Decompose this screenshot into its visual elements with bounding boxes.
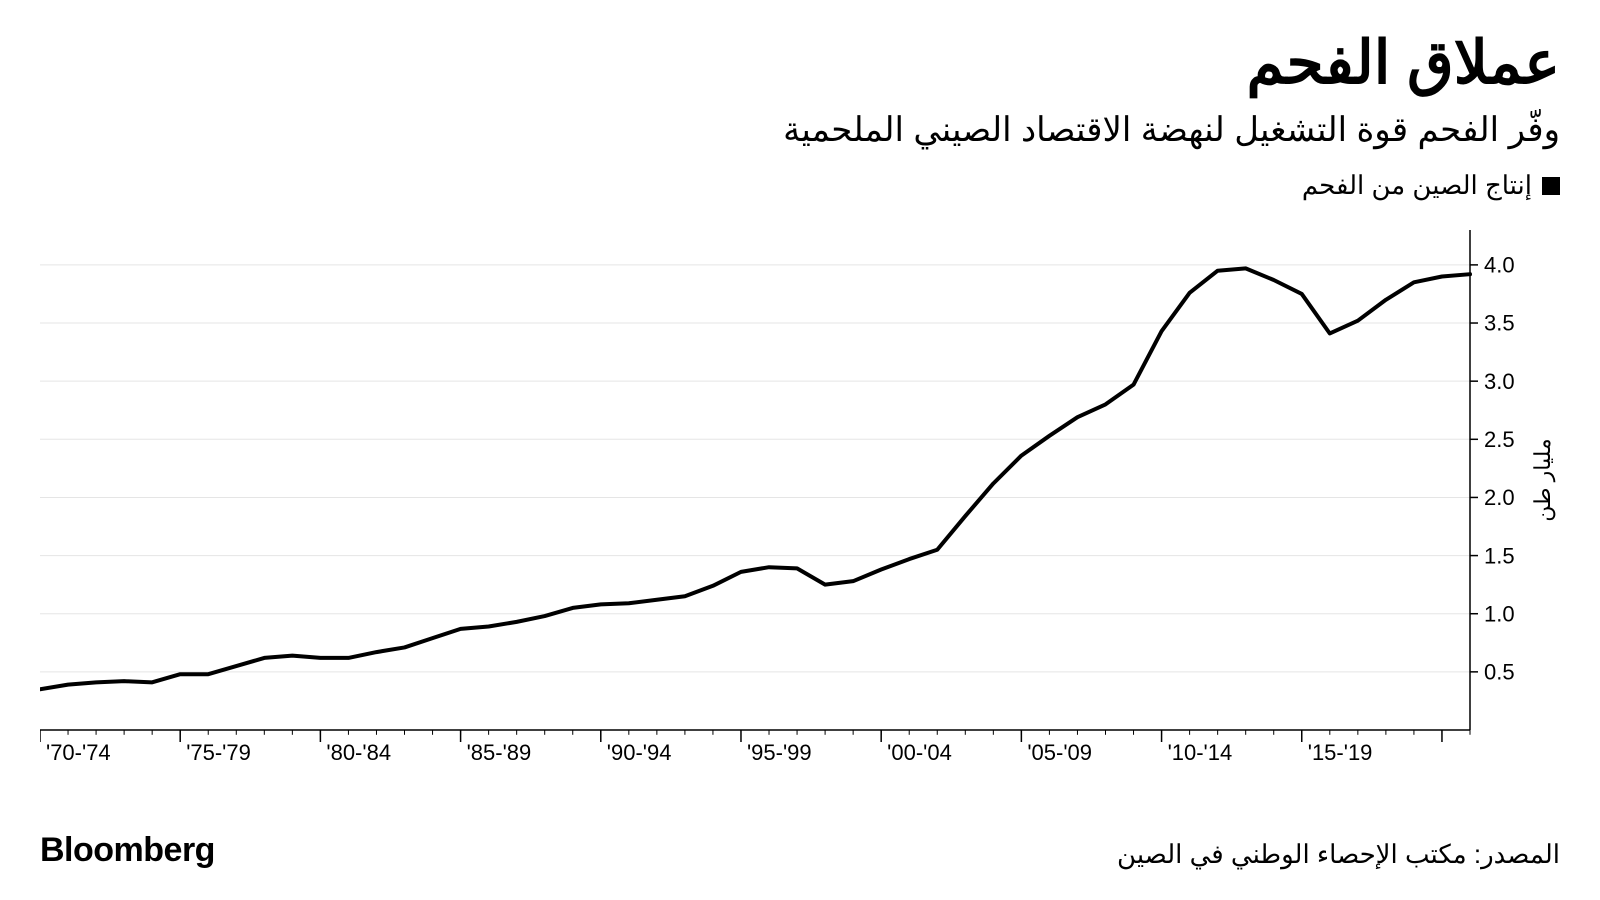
svg-text:2.5: 2.5 <box>1484 427 1515 452</box>
svg-text:'70-'74: '70-'74 <box>46 740 111 765</box>
footer-brand: Bloomberg <box>40 831 215 870</box>
chart-title: عملاق الفحم <box>1247 30 1560 96</box>
svg-text:'15-'19: '15-'19 <box>1308 740 1373 765</box>
legend-label: إنتاج الصين من الفحم <box>1302 170 1532 201</box>
footer-source: المصدر: مكتب الإحصاء الوطني في الصين <box>1117 839 1560 870</box>
svg-text:'85-'89: '85-'89 <box>467 740 532 765</box>
svg-text:'00-'04: '00-'04 <box>887 740 952 765</box>
chart-subtitle: وفّر الفحم قوة التشغيل لنهضة الاقتصاد ال… <box>783 110 1560 150</box>
chart-container: عملاق الفحم وفّر الفحم قوة التشغيل لنهضة… <box>0 0 1600 900</box>
svg-text:2.0: 2.0 <box>1484 485 1515 510</box>
svg-text:'10-'14: '10-'14 <box>1168 740 1233 765</box>
svg-text:1.0: 1.0 <box>1484 601 1515 626</box>
chart-legend: إنتاج الصين من الفحم <box>1302 170 1560 201</box>
svg-text:'80-'84: '80-'84 <box>326 740 391 765</box>
svg-text:0.5: 0.5 <box>1484 660 1515 685</box>
svg-text:'90-'94: '90-'94 <box>607 740 672 765</box>
svg-text:مليار طن: مليار طن <box>1530 438 1556 521</box>
svg-text:3.5: 3.5 <box>1484 311 1515 336</box>
chart-svg: 0.5 1.0 1.5 2.0 2.5 3.0 3.5 4.0 '70-'74 '75-'79 '8… <box>40 220 1560 780</box>
svg-text:'05-'09: '05-'09 <box>1027 740 1092 765</box>
svg-text:'75-'79: '75-'79 <box>186 740 251 765</box>
svg-text:4.0: 4.0 <box>1484 253 1515 278</box>
svg-text:'95-'99: '95-'99 <box>747 740 812 765</box>
svg-text:1.5: 1.5 <box>1484 543 1515 568</box>
chart-plot: 0.5 1.0 1.5 2.0 2.5 3.0 3.5 4.0 '70-'74 '75-'79 '8… <box>40 220 1560 780</box>
svg-text:3.0: 3.0 <box>1484 369 1515 394</box>
legend-swatch <box>1542 177 1560 195</box>
